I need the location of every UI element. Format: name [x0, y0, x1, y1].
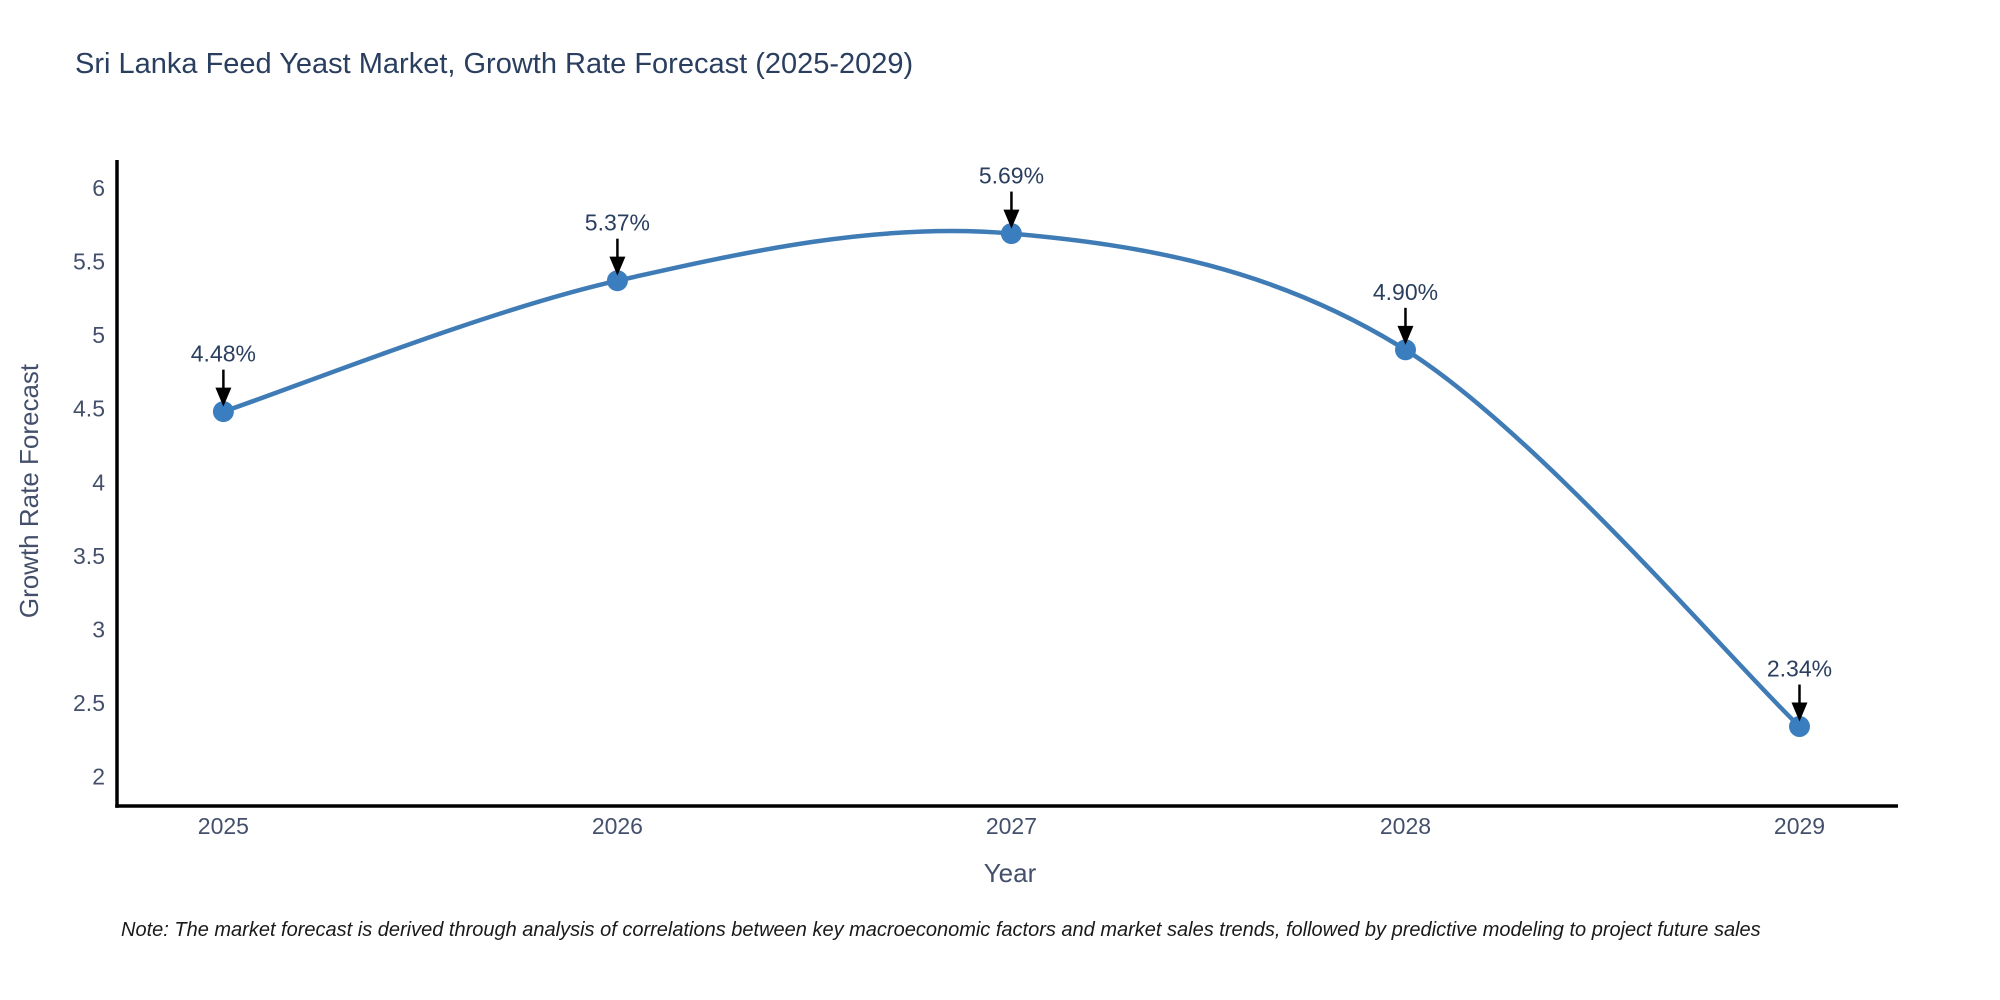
data-point-marker[interactable] — [1789, 716, 1810, 737]
y-tick-label: 3.5 — [73, 543, 105, 569]
y-tick-label: 3 — [92, 616, 105, 642]
y-tick-label: 5.5 — [73, 249, 105, 275]
annotation-arrow-head — [609, 256, 626, 276]
annotation-arrow-head — [1791, 702, 1808, 722]
point-annotation: 5.37% — [585, 210, 650, 276]
point-annotation-label: 5.37% — [585, 210, 650, 236]
point-annotation: 2.34% — [1767, 656, 1832, 722]
forecast-line — [221, 228, 1802, 729]
chart-title: Sri Lanka Feed Yeast Market, Growth Rate… — [75, 48, 914, 80]
annotation-arrow-head — [215, 387, 232, 407]
point-annotation: 4.48% — [191, 341, 256, 407]
series-layer — [212, 223, 1810, 737]
point-annotation: 5.69% — [979, 163, 1044, 229]
y-axis-title: Growth Rate Forecast — [14, 363, 44, 618]
data-point-marker[interactable] — [212, 401, 234, 423]
x-tick-label: 2025 — [198, 813, 249, 839]
y-tick-label: 6 — [92, 175, 105, 201]
axes-layer — [115, 160, 1898, 808]
annotation-arrow-head — [1003, 209, 1020, 229]
data-point-marker[interactable] — [606, 270, 628, 292]
ticks-layer: 2 2.5 3 3.5 4 4.5 5 5.5 6 2025 2026 2027 2028 2029 — [73, 175, 1825, 839]
x-tick-label: 2029 — [1774, 813, 1825, 839]
y-tick-label: 4 — [92, 469, 105, 495]
point-annotation-label: 5.69% — [979, 163, 1044, 189]
footnote: Note: The market forecast is derived thr… — [121, 919, 1761, 941]
point-annotation-label: 2.34% — [1767, 656, 1832, 682]
data-point-marker[interactable] — [1395, 339, 1416, 361]
x-axis-title: Year — [984, 858, 1037, 888]
y-tick-label: 2 — [92, 764, 105, 790]
x-tick-label: 2026 — [592, 813, 643, 839]
y-tick-label: 4.5 — [73, 396, 105, 422]
point-annotation-label: 4.48% — [191, 341, 256, 367]
y-tick-label: 5 — [92, 322, 105, 348]
annotation-arrow-head — [1397, 325, 1414, 345]
point-annotation-label: 4.90% — [1373, 279, 1438, 305]
y-tick-label: 2.5 — [73, 690, 105, 716]
x-tick-label: 2027 — [986, 813, 1037, 839]
x-tick-label: 2028 — [1380, 813, 1431, 839]
point-annotation: 4.90% — [1373, 279, 1438, 345]
data-point-marker[interactable] — [1000, 223, 1022, 245]
annotations-layer: 4.48% 5.37% 5.69% 4.90% 2.34% — [191, 163, 1832, 722]
